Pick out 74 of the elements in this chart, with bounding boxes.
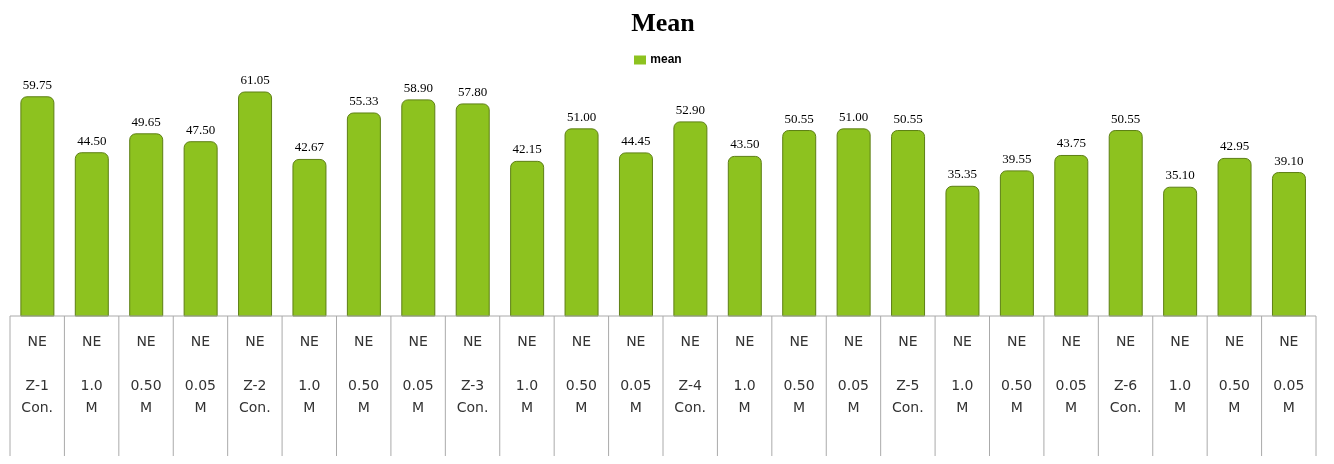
bar: [999, 170, 1034, 317]
category-label: NE 1.0 M: [733, 333, 756, 415]
legend-label: mean: [650, 52, 682, 66]
bar: [455, 103, 490, 317]
bar: [238, 91, 273, 317]
data-label: 39.10: [1274, 152, 1304, 168]
bar: [183, 141, 218, 317]
bar: [74, 152, 109, 317]
data-label: 44.45: [621, 132, 651, 148]
bar: [292, 158, 327, 317]
bar: [1163, 186, 1198, 317]
bar: [891, 130, 926, 317]
data-label: 59.75: [22, 76, 53, 92]
data-label: 42.95: [1219, 138, 1250, 154]
bar: [673, 121, 708, 317]
category-label: NE 1.0 M: [80, 333, 103, 415]
data-label: 57.80: [458, 83, 488, 99]
bar: [564, 128, 599, 317]
category-label: NE 0.50 M: [130, 333, 162, 415]
category-label: NE Z-6 Con.: [1109, 333, 1142, 415]
category-label: NE Z-2 Con.: [239, 333, 271, 415]
chart-title: Mean: [630, 8, 696, 39]
data-label: 44.50: [77, 132, 107, 148]
category-label: NE 0.05 M: [837, 333, 870, 415]
category-label: NE 0.50 M: [348, 333, 380, 415]
bar: [1108, 130, 1143, 317]
bar: [510, 160, 545, 317]
category-label: NE 1.0 M: [1168, 333, 1192, 415]
category-label: NE 0.05 M: [184, 333, 217, 415]
category-label: NE 0.50 M: [1001, 333, 1033, 415]
data-label: 42.67: [294, 139, 325, 155]
bar: [1054, 154, 1089, 317]
category-label: NE 0.50 M: [783, 333, 815, 415]
category-label: NE 0.05 M: [1055, 333, 1087, 415]
bar: [782, 130, 817, 317]
data-label: 47.50: [186, 121, 216, 137]
bar: [346, 112, 381, 317]
data-label: 50.55: [1111, 110, 1141, 126]
category-label: NE 0.05 M: [402, 333, 434, 415]
category-label: NE Z-4 Con.: [674, 333, 707, 415]
data-label: 39.55: [1002, 150, 1032, 166]
bar: [727, 155, 762, 317]
data-label: 51.00: [839, 108, 869, 124]
bar: [401, 99, 436, 317]
data-label: 61.05: [240, 72, 270, 87]
category-label: NE 0.50 M: [565, 333, 597, 415]
data-label: 49.65: [131, 113, 161, 129]
category-label: NE Z-3 Con.: [456, 333, 489, 415]
category-label: NE 1.0 M: [298, 333, 321, 415]
data-label: 55.33: [349, 92, 379, 108]
data-label: 43.50: [730, 136, 760, 152]
data-label: 51.00: [566, 108, 597, 124]
bar: [836, 128, 871, 317]
data-label: 52.90: [675, 101, 706, 117]
data-label: 43.75: [1056, 135, 1086, 151]
bar: [20, 96, 55, 317]
category-label: NE Z-1 Con.: [21, 333, 54, 415]
data-label: 35.10: [1165, 167, 1195, 183]
category-label: NE 1.0 M: [515, 333, 539, 415]
data-label: 50.55: [784, 110, 814, 126]
category-label: NE 0.05 M: [620, 333, 652, 415]
category-label: NE 1.0 M: [951, 333, 974, 415]
bar: [945, 185, 980, 317]
data-label: 35.35: [947, 166, 978, 182]
bar: [1271, 172, 1306, 317]
category-label: NE 0.05 M: [1273, 333, 1305, 415]
category-label: NE 0.50 M: [1218, 333, 1250, 415]
bar: [1217, 157, 1252, 317]
category-label: NE Z-5 Con.: [892, 333, 924, 415]
data-label: 50.55: [893, 110, 923, 126]
data-label: 58.90: [403, 79, 433, 95]
bar: [618, 152, 653, 317]
data-label: 42.15: [512, 141, 542, 157]
bar: [129, 133, 164, 317]
